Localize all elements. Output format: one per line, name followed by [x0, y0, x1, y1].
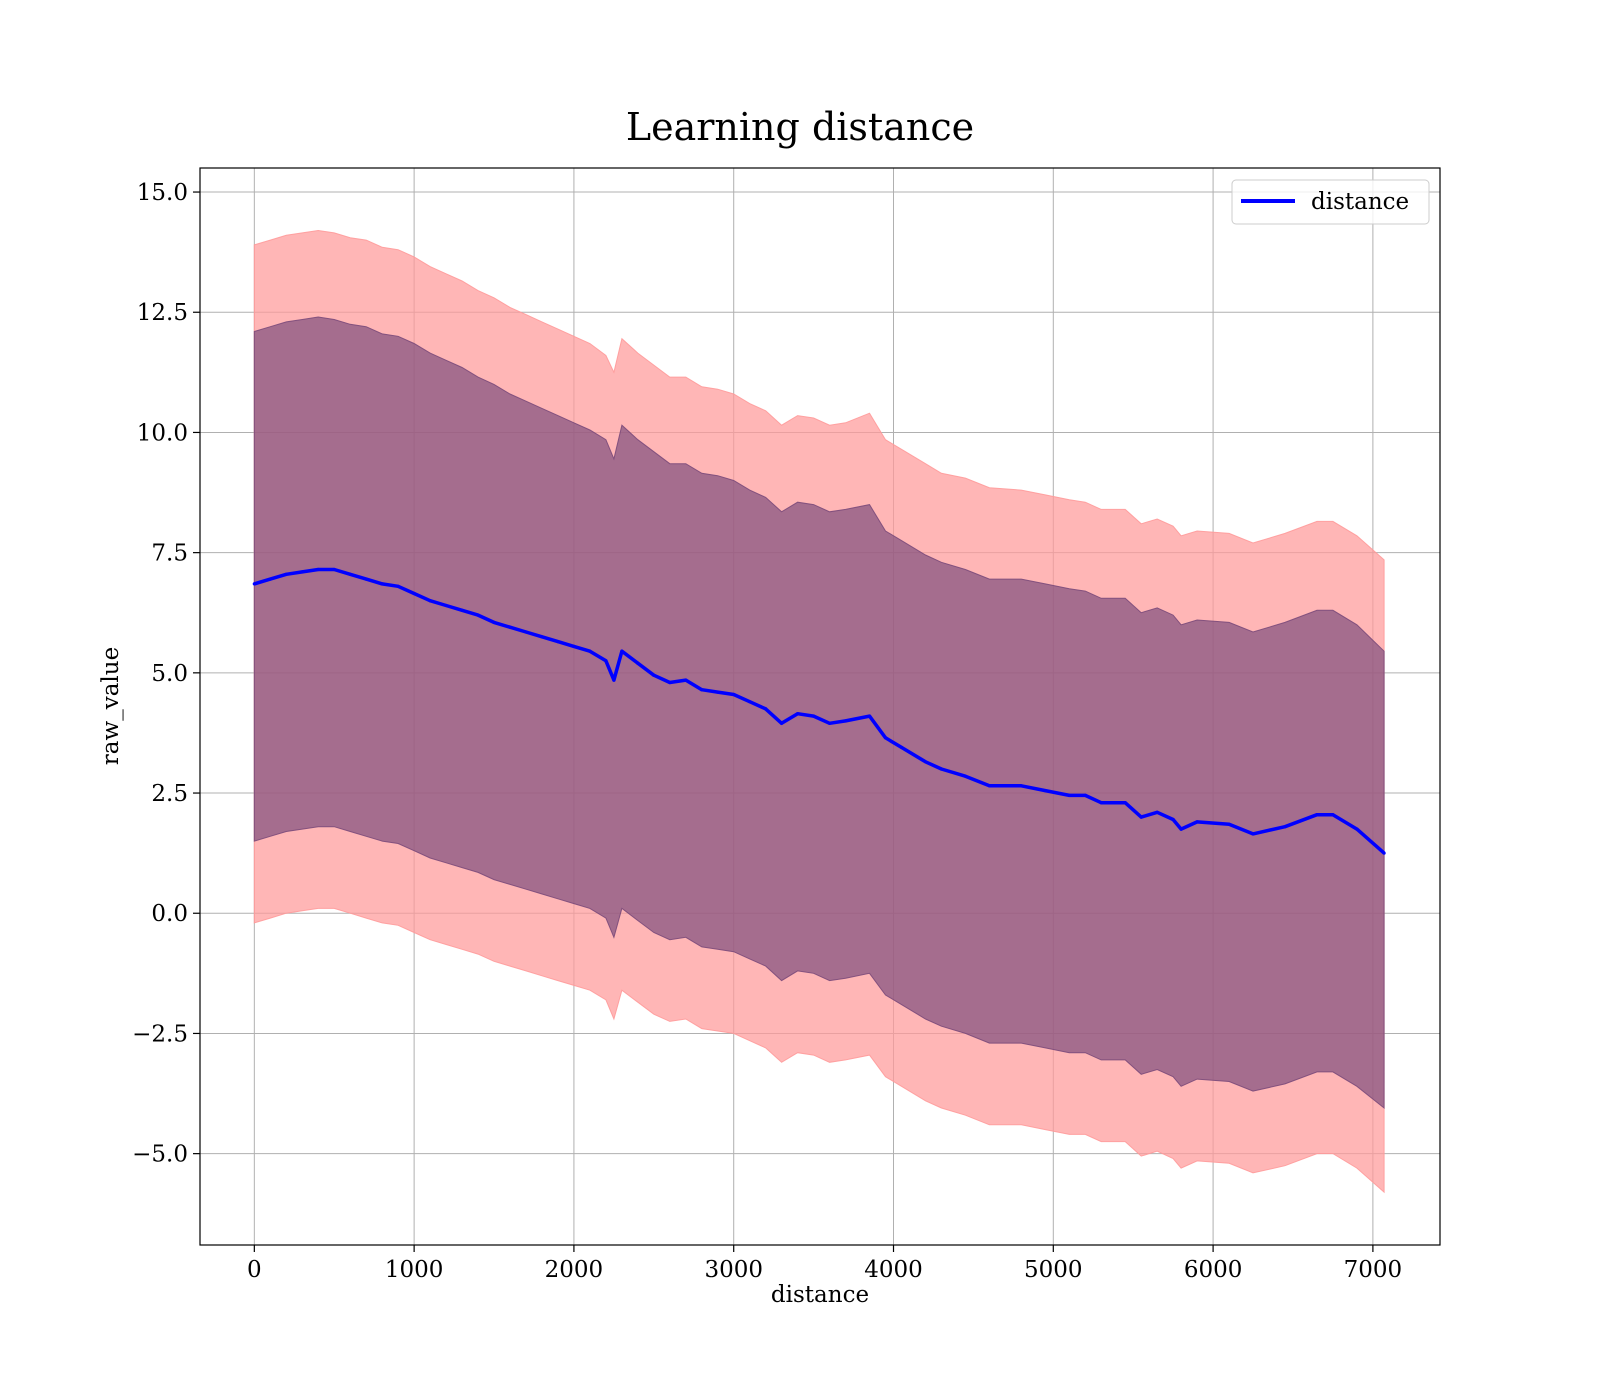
series-point	[899, 745, 904, 750]
series-line-distance	[253, 567, 1386, 855]
y-tick-label: 2.5	[151, 781, 188, 807]
series-point	[556, 640, 560, 644]
series-point	[1315, 813, 1319, 817]
series-point	[844, 719, 848, 723]
series-point	[588, 649, 592, 653]
series-point	[300, 570, 304, 574]
line-layer	[252, 567, 1386, 855]
x-tick-label: 6000	[1184, 1257, 1243, 1283]
legend: distance	[1231, 179, 1430, 225]
series-point	[1139, 815, 1143, 819]
series-point	[716, 690, 720, 694]
series-point	[364, 577, 368, 581]
x-tick-label: 2000	[545, 1257, 604, 1283]
series-point	[524, 630, 528, 634]
series-point	[268, 577, 272, 581]
series-point	[348, 572, 352, 576]
x-axis-ticks: 0 1000 2000 3000 4000 5000 6000 7000	[247, 1245, 1402, 1283]
chart-title: Learning distance	[626, 105, 974, 149]
series-point	[796, 712, 800, 716]
series-point	[668, 680, 672, 685]
series-point	[732, 692, 736, 697]
x-tick-label: 7000	[1344, 1257, 1403, 1283]
series-point	[540, 635, 544, 639]
x-axis-label: distance	[771, 1282, 869, 1308]
series-point	[396, 584, 400, 588]
series-point	[508, 625, 512, 629]
legend-label-distance: distance	[1311, 189, 1409, 215]
x-tick-label: 0	[247, 1257, 262, 1283]
series-point	[316, 567, 320, 572]
x-tick-label: 4000	[864, 1257, 923, 1283]
legend-box	[1231, 179, 1430, 225]
series-point	[380, 582, 384, 586]
plot-frame	[199, 167, 1441, 1246]
series-point	[332, 567, 336, 572]
series-point	[1067, 793, 1071, 798]
series-point	[1171, 817, 1175, 822]
series-point	[612, 678, 616, 682]
y-tick-label: 10.0	[137, 420, 188, 446]
series-point	[867, 714, 872, 718]
series-point	[812, 714, 816, 718]
series-point	[939, 767, 944, 771]
series-point	[1019, 784, 1023, 788]
series-point	[476, 613, 480, 617]
y-tick-label: −5.0	[132, 1142, 188, 1168]
series-point	[748, 700, 752, 704]
series-point	[828, 721, 832, 725]
series-point	[460, 608, 464, 612]
series-point	[1251, 832, 1255, 836]
series-point	[636, 661, 640, 665]
series-point	[1083, 793, 1087, 798]
y-tick-label: 5.0	[151, 661, 188, 687]
series-point	[700, 688, 704, 692]
series-point	[428, 599, 432, 603]
y-tick-label: 0.0	[151, 901, 188, 927]
series-point	[1283, 825, 1287, 829]
series-point	[987, 784, 992, 788]
series-point	[1355, 827, 1359, 831]
y-tick-label: 12.5	[137, 300, 188, 326]
series-point	[284, 572, 288, 576]
series-point	[1227, 822, 1231, 826]
series-point	[1043, 789, 1047, 793]
series-point	[1155, 810, 1159, 814]
x-tick-label: 1000	[385, 1257, 444, 1283]
series-point	[572, 644, 576, 649]
series-point	[1195, 820, 1199, 824]
x-tick-label: 3000	[704, 1257, 763, 1283]
series-point	[604, 659, 608, 663]
y-tick-label: −2.5	[132, 1021, 188, 1047]
series-point	[620, 649, 624, 653]
series-point	[1179, 827, 1183, 831]
y-tick-label: 7.5	[151, 541, 188, 567]
series-point	[963, 774, 968, 778]
series-point	[492, 620, 496, 625]
series-point	[1382, 851, 1386, 855]
series-point	[652, 673, 656, 677]
series-point	[1099, 801, 1103, 805]
band-layer	[253, 229, 1385, 1194]
y-axis-ticks: −5.0 −2.5 0.0 2.5 5.0 7.5 10.0 12.5 15.0	[132, 180, 200, 1168]
series-point	[780, 721, 784, 725]
series-point	[684, 678, 688, 682]
series-point	[412, 591, 416, 596]
series-point	[923, 760, 928, 764]
y-tick-label: 15.0	[137, 180, 188, 206]
series-point	[252, 582, 256, 586]
x-tick-label: 5000	[1024, 1257, 1083, 1283]
series-point	[883, 736, 888, 740]
band-inner	[253, 316, 1385, 1110]
series-point	[1331, 813, 1335, 817]
series-point	[1123, 801, 1127, 805]
y-axis-label: raw_value	[98, 647, 124, 765]
series-point	[764, 707, 768, 711]
series-point	[444, 603, 448, 608]
